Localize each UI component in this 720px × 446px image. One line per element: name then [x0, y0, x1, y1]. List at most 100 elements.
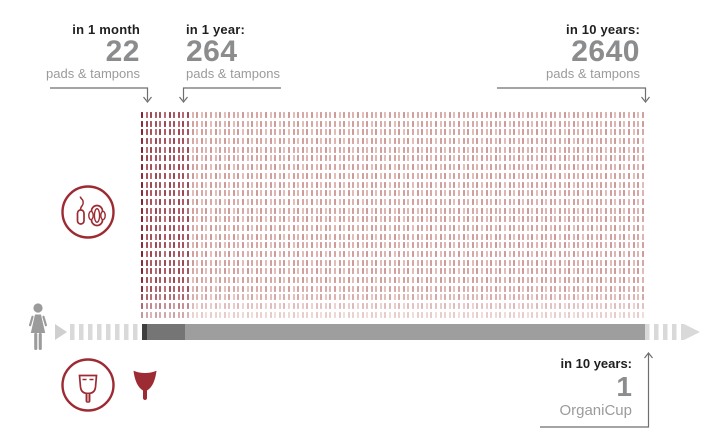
usage-tick: [494, 233, 497, 240]
usage-tick: [421, 112, 424, 118]
usage-tick: [600, 164, 603, 171]
usage-tick: [265, 138, 268, 145]
usage-tick: [582, 216, 584, 223]
usage-tick: [182, 251, 185, 257]
usage-tick: [595, 303, 598, 310]
usage-tick: [600, 233, 603, 240]
usage-tick: [490, 294, 493, 301]
usage-tick: [145, 277, 148, 284]
usage-tick: [476, 172, 479, 179]
usage-tick: [545, 190, 548, 197]
usage-tick: [324, 233, 327, 240]
usage-tick: [540, 259, 543, 266]
usage-tick: [471, 138, 474, 145]
usage-tick: [338, 259, 341, 266]
usage-tick: [278, 311, 281, 318]
usage-tick: [448, 294, 451, 301]
usage-tick: [163, 129, 166, 136]
usage-tick: [163, 138, 166, 145]
usage-tick: [306, 224, 309, 231]
usage-tick: [471, 112, 474, 118]
usage-tick: [457, 216, 460, 223]
usage-tick: [448, 129, 451, 136]
usage-tick: [177, 294, 180, 301]
usage-tick: [430, 198, 433, 205]
usage-tick: [315, 294, 318, 301]
usage-tick: [480, 242, 483, 249]
usage-tick: [586, 190, 589, 197]
usage-tick: [389, 251, 392, 257]
usage-tick: [361, 112, 364, 118]
usage-tick: [604, 233, 607, 240]
usage-tick: [384, 138, 387, 145]
usage-tick: [641, 155, 644, 162]
usage-tick: [301, 207, 304, 214]
usage-tick: [540, 277, 543, 284]
usage-tick: [508, 155, 511, 162]
usage-tick: [517, 120, 520, 127]
usage-tick: [398, 112, 401, 118]
usage-tick: [637, 172, 640, 179]
usage-tick: [255, 233, 258, 240]
usage-tick: [320, 181, 323, 188]
usage-tick: [632, 190, 635, 197]
usage-tick: [577, 303, 580, 310]
usage-tick: [508, 277, 511, 284]
usage-tick: [269, 164, 272, 171]
usage-tick: [297, 155, 300, 162]
usage-tick: [508, 190, 511, 197]
usage-tick: [430, 303, 433, 310]
usage-tick: [554, 233, 557, 240]
usage-tick: [416, 224, 419, 231]
usage-tick: [269, 129, 272, 136]
usage-tick: [329, 259, 332, 266]
usage-tick: [591, 311, 594, 318]
usage-tick: [320, 120, 323, 127]
usage-tick: [324, 207, 327, 214]
usage-tick: [614, 224, 617, 231]
usage-tick: [209, 216, 212, 223]
usage-tick: [324, 164, 327, 171]
usage-tick: [356, 112, 359, 118]
usage-tick: [384, 164, 387, 171]
usage-tick: [641, 146, 644, 153]
usage-tick: [260, 138, 263, 145]
usage-tick: [462, 216, 465, 223]
usage-tick: [389, 190, 392, 197]
usage-tick: [269, 112, 272, 118]
usage-tick: [237, 181, 240, 188]
usage-tick: [627, 233, 630, 240]
usage-tick: [439, 207, 442, 214]
usage-tick: [352, 181, 355, 188]
usage-tick: [476, 190, 479, 197]
usage-tick: [457, 155, 460, 162]
usage-tick: [214, 129, 217, 136]
usage-tick: [278, 277, 281, 284]
usage-tick: [297, 233, 300, 240]
usage-tick: [485, 277, 488, 284]
usage-tick: [632, 251, 635, 257]
usage-tick: [205, 138, 208, 145]
usage-tick: [370, 207, 373, 214]
usage-tick: [347, 198, 350, 205]
usage-tick: [517, 285, 520, 292]
usage-tick: [563, 120, 566, 127]
usage-tick: [462, 207, 465, 214]
usage-tick: [329, 146, 332, 153]
usage-tick: [572, 112, 575, 118]
usage-tick: [186, 112, 189, 118]
usage-tick: [205, 303, 208, 310]
usage-tick: [375, 155, 378, 162]
usage-tick: [191, 146, 194, 153]
usage-tick: [352, 164, 355, 171]
usage-tick: [260, 120, 263, 127]
usage-tick: [531, 207, 534, 214]
usage-tick: [154, 277, 157, 284]
usage-tick: [508, 112, 511, 118]
usage-tick: [430, 138, 433, 145]
usage-tick: [641, 268, 644, 275]
usage-tick: [297, 242, 300, 249]
usage-tick: [168, 164, 171, 171]
usage-tick: [177, 233, 180, 240]
usage-tick: [582, 190, 584, 197]
